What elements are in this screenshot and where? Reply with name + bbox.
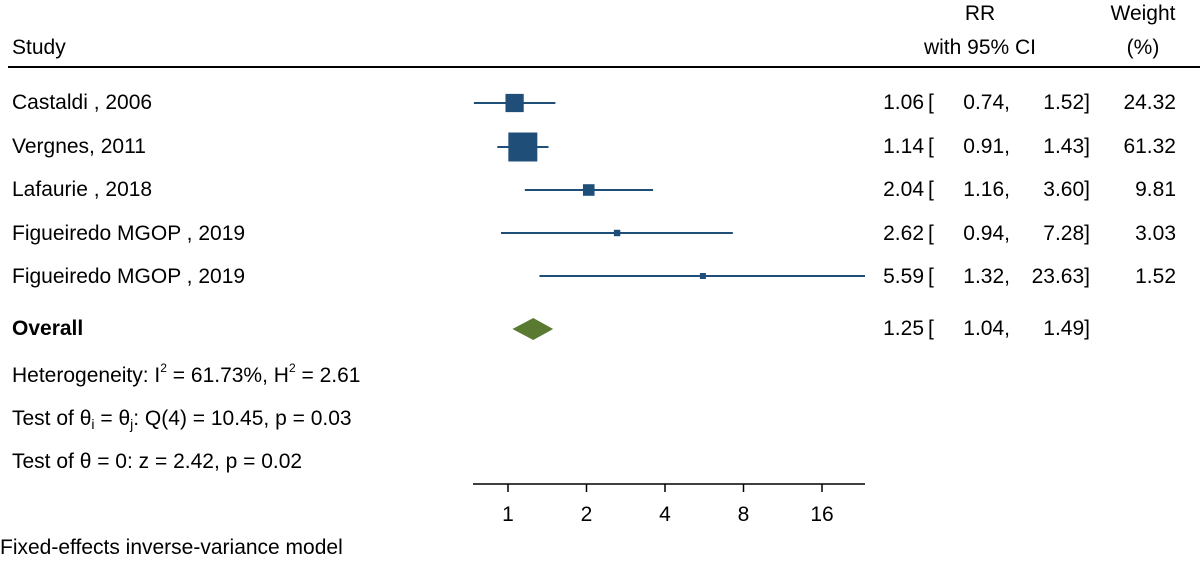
weight-value: 9.81 bbox=[1135, 178, 1176, 201]
study-marker bbox=[582, 184, 595, 196]
weight-column-header-line1: Weight bbox=[1110, 2, 1176, 25]
ci-high: 1.43] bbox=[1043, 135, 1090, 158]
rr-value: 1.14 bbox=[883, 135, 924, 158]
ci-high: 1.52] bbox=[1043, 91, 1090, 114]
rr-value: 1.06 bbox=[883, 91, 924, 114]
rr-value: 2.62 bbox=[883, 222, 924, 245]
x-tick-label: 8 bbox=[738, 503, 750, 526]
ci-bracket: [ bbox=[928, 222, 934, 245]
weight-value: 1.52 bbox=[1135, 265, 1176, 288]
ci-high: 3.60] bbox=[1043, 178, 1090, 201]
study-marker bbox=[505, 93, 524, 113]
weight-value: 24.32 bbox=[1123, 91, 1176, 114]
study-name: Castaldi , 2006 bbox=[12, 91, 153, 114]
overall-ci-high: 1.49] bbox=[1043, 317, 1090, 340]
x-tick-label: 1 bbox=[502, 503, 514, 526]
ci-bracket: [ bbox=[928, 91, 934, 114]
rr-value: 5.59 bbox=[883, 265, 924, 288]
weight-value: 61.32 bbox=[1123, 135, 1176, 158]
weight-value: 3.03 bbox=[1135, 222, 1176, 245]
heterogeneity-stat: Heterogeneity: I2 = 61.73%, H2 = 2.61 bbox=[12, 361, 361, 387]
rr-value: 2.04 bbox=[883, 178, 924, 201]
study-name: Vergnes, 2011 bbox=[12, 135, 146, 158]
ci-low: 0.94, bbox=[963, 222, 1010, 245]
study-name: Figueiredo MGOP , 2019 bbox=[12, 265, 246, 288]
study-name: Lafaurie , 2018 bbox=[12, 178, 153, 201]
study-marker bbox=[699, 273, 706, 279]
header-divider bbox=[8, 66, 1200, 68]
study-column-header: Study bbox=[12, 36, 66, 59]
overall-rr-value: 1.25 bbox=[883, 317, 924, 340]
ci-high: 23.63] bbox=[1031, 265, 1090, 288]
ci-low: 1.16, bbox=[963, 178, 1010, 201]
study-marker bbox=[613, 229, 621, 237]
study-name: Figueiredo MGOP , 2019 bbox=[12, 222, 246, 245]
weight-column-header-line2: (%) bbox=[1126, 36, 1160, 59]
ci-bracket: [ bbox=[928, 135, 934, 158]
overall-ci-low: 1.04, bbox=[963, 317, 1010, 340]
rr-column-header-line1: RR bbox=[964, 2, 996, 25]
ci-high: 7.28] bbox=[1043, 222, 1090, 245]
x-tick-label: 2 bbox=[581, 503, 593, 526]
x-tick-label: 4 bbox=[659, 503, 671, 526]
ci-low: 0.91, bbox=[963, 135, 1010, 158]
ci-bracket: [ bbox=[928, 317, 934, 340]
rr-column-header-line2: with 95% CI bbox=[923, 36, 1037, 59]
ci-low: 1.32, bbox=[963, 265, 1010, 288]
overall-diamond bbox=[512, 318, 554, 340]
homogeneity-test: Test of θi = θj: Q(4) = 10.45, p = 0.03 bbox=[12, 407, 352, 432]
x-tick-label: 16 bbox=[810, 503, 833, 526]
study-marker bbox=[508, 132, 538, 162]
model-footnote: Fixed-effects inverse-variance model bbox=[0, 536, 343, 559]
overall-effect-test: Test of θ = 0: z = 2.42, p = 0.02 bbox=[12, 450, 303, 473]
ci-low: 0.74, bbox=[963, 91, 1010, 114]
ci-bracket: [ bbox=[928, 265, 934, 288]
overall-label: Overall bbox=[12, 317, 84, 340]
ci-bracket: [ bbox=[928, 178, 934, 201]
